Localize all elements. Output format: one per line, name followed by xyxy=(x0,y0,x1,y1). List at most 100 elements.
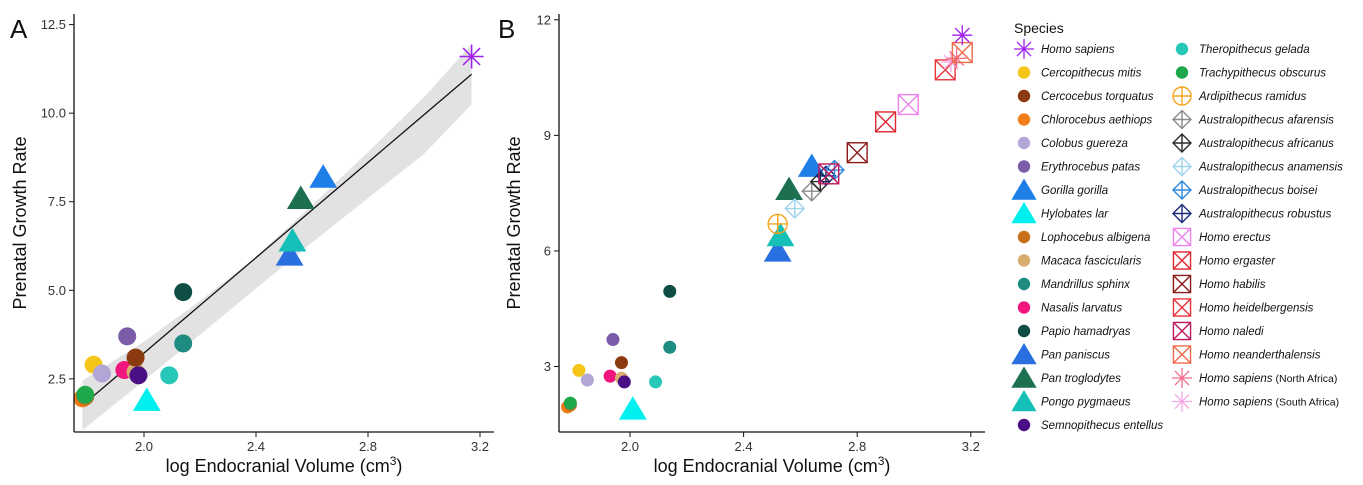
legend-label: Australopithecus afarensis xyxy=(1198,115,1334,127)
legend-label-name: Pan troglodytes xyxy=(1041,373,1121,385)
point-colobus-guereza xyxy=(93,364,111,383)
point-colobus-guereza xyxy=(580,373,594,387)
y-tick-label: 7.5 xyxy=(48,194,66,209)
legend-marker xyxy=(1172,274,1192,294)
x-tick-label: 2.4 xyxy=(247,439,265,454)
legend-marker xyxy=(1172,298,1192,317)
panel-b: B 2.0 2.4 2.8 3.2 3 6 9 12 log Endocranial Volume… xyxy=(498,12,985,476)
point-pan-troglodytes xyxy=(286,185,315,209)
point-mandrillus-sphinx xyxy=(174,334,193,353)
legend-label: Homo ergaster xyxy=(1199,256,1276,268)
legend-marker xyxy=(1017,418,1031,432)
legend-label-suffix: (South Africa) xyxy=(1276,397,1340,409)
point-ardipithecus-ramidus xyxy=(767,213,788,235)
panel-label: A xyxy=(10,14,28,44)
legend-item-cercocebus-torquatus: Cercocebus torquatus xyxy=(1017,89,1154,103)
legend-item-homo-sapiens: Homo sapiens xyxy=(1014,39,1115,59)
y-axis-title: Prenatal Growth Rate xyxy=(504,136,524,309)
y-tick-label: 5.0 xyxy=(48,283,66,298)
x-tick-label: 3.2 xyxy=(962,439,980,454)
legend-marker xyxy=(1172,133,1192,153)
point-semnopithecus-entellus xyxy=(129,366,148,385)
point-semnopithecus-entellus xyxy=(617,375,631,389)
point-homo-habilis xyxy=(846,142,868,164)
legend-marker xyxy=(1175,66,1189,79)
point-hylobates-lar xyxy=(618,396,647,420)
legend-item-cercopithecus-mitis: Cercopithecus mitis xyxy=(1017,66,1142,80)
point-pongo-pygmaeus xyxy=(278,228,307,252)
point-mandrillus-sphinx xyxy=(663,340,677,354)
legend-marker xyxy=(1017,277,1031,291)
legend-marker xyxy=(1172,109,1192,130)
legend-label: Gorilla gorilla xyxy=(1041,185,1108,197)
legend-item-homo-habilis: Homo habilis xyxy=(1172,274,1266,294)
legend-marker xyxy=(1175,42,1189,56)
legend-label-name: Lophocebus albigena xyxy=(1041,232,1150,244)
legend-marker xyxy=(1011,343,1037,365)
y-tick-label: 12.5 xyxy=(41,17,66,32)
x-axis-title-close: ) xyxy=(884,456,890,476)
point-theropithecus-gelada xyxy=(649,375,663,389)
point-erythrocebus-patas xyxy=(606,333,620,347)
legend-label: Semnopithecus entellus xyxy=(1041,420,1163,432)
legend-label-name: Hylobates lar xyxy=(1041,209,1109,221)
legend-item-australopithecus-anamensis: Australopithecus anamensis xyxy=(1172,156,1343,177)
point-cercocebus-torquatus xyxy=(614,356,628,370)
point-australopithecus-afarensis xyxy=(801,180,823,202)
legend-label-name: Homo heidelbergensis xyxy=(1199,303,1314,315)
legend-marker xyxy=(1017,230,1031,244)
x-tick-label: 3.2 xyxy=(471,439,489,454)
legend-item-homo-heidelbergensis: Homo heidelbergensis xyxy=(1172,298,1314,317)
legend-label: Homo habilis xyxy=(1199,279,1266,291)
x-axis-title: log Endocranial Volume (cm3) xyxy=(654,454,891,476)
legend-marker xyxy=(1014,39,1034,59)
legend-item-mandrillus-sphinx: Mandrillus sphinx xyxy=(1017,277,1131,291)
legend-marker xyxy=(1172,391,1192,412)
legend-item-chlorocebus-aethiops: Chlorocebus aethiops xyxy=(1017,113,1152,127)
legend-label: Australopithecus robustus xyxy=(1198,209,1332,221)
legend-marker xyxy=(1017,89,1031,103)
legend-label-name: Macaca fascicularis xyxy=(1041,256,1142,268)
y-axis-title: Prenatal Growth Rate xyxy=(10,136,30,309)
point-pan-paniscus xyxy=(275,242,304,266)
y-tick-label: 3 xyxy=(544,359,551,374)
legend-label: Ardipithecus ramidus xyxy=(1198,91,1307,103)
legend-label-name: Australopithecus robustus xyxy=(1198,209,1332,221)
x-tick-label: 2.0 xyxy=(621,439,639,454)
y-tick-label: 6 xyxy=(544,243,551,258)
legend-label-name: Homo erectus xyxy=(1199,232,1271,244)
legend-marker xyxy=(1017,66,1031,79)
legend-label-name: Homo habilis xyxy=(1199,279,1266,291)
legend-label: Trachypithecus obscurus xyxy=(1199,68,1326,80)
legend-item-homo-sapiens-south-africa: Homo sapiens (South Africa) xyxy=(1172,391,1340,412)
legend-marker xyxy=(1172,368,1192,388)
legend-item-papio-hamadryas: Papio hamadryas xyxy=(1017,324,1131,338)
legend-label-name: Australopithecus boisei xyxy=(1198,185,1318,197)
legend-label: Theropithecus gelada xyxy=(1199,44,1310,56)
point-trachypithecus-obscurus xyxy=(76,385,95,404)
legend-marker xyxy=(1172,86,1192,106)
legend-marker xyxy=(1011,366,1037,388)
legend-label: Homo neanderthalensis xyxy=(1199,350,1321,362)
point-papio-hamadryas xyxy=(663,284,677,298)
legend-label-name: Pan paniscus xyxy=(1041,350,1110,362)
legend-label: Cercocebus torquatus xyxy=(1041,91,1154,103)
legend-item-colobus-guereza: Colobus guereza xyxy=(1017,136,1128,150)
legend-marker xyxy=(1011,202,1037,224)
point-homo-neanderthalensis xyxy=(951,41,973,64)
legend-label: Australopithecus boisei xyxy=(1198,185,1318,197)
legend-item-pan-paniscus: Pan paniscus xyxy=(1011,343,1110,365)
point-pan-paniscus xyxy=(763,238,792,262)
legend-label-name: Cercopithecus mitis xyxy=(1041,68,1142,80)
legend: Species Homo sapiens Cercopithecus mitis Ce… xyxy=(1011,20,1343,432)
point-cercocebus-torquatus xyxy=(126,348,145,367)
legend-item-semnopithecus-entellus: Semnopithecus entellus xyxy=(1017,418,1163,432)
legend-label: Homo sapiens xyxy=(1041,44,1115,56)
legend-label-name: Australopithecus africanus xyxy=(1198,138,1334,150)
legend-label: Australopithecus africanus xyxy=(1198,138,1334,150)
legend-label-name: Gorilla gorilla xyxy=(1041,185,1108,197)
legend-label-name: Ardipithecus ramidus xyxy=(1198,91,1307,103)
x-axis-title-main: log Endocranial Volume (cm xyxy=(654,456,878,476)
x-tick-label: 2.0 xyxy=(135,439,153,454)
point-homo-sapiens xyxy=(952,25,973,46)
